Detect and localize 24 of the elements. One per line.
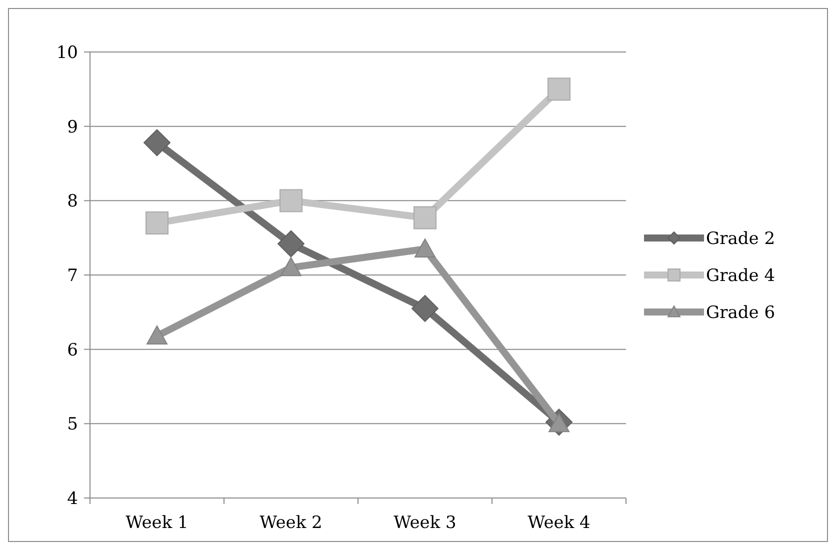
point <box>144 129 170 156</box>
point <box>280 257 302 276</box>
point <box>412 294 438 322</box>
point <box>146 325 168 344</box>
point <box>548 78 570 101</box>
x-tick-label: Week 1 <box>126 513 188 533</box>
point <box>414 206 436 230</box>
x-tick-label: Week 4 <box>528 513 590 533</box>
y-tick-label: 8 <box>67 192 78 212</box>
point <box>414 238 436 258</box>
x-tick-label: Week 3 <box>394 513 456 533</box>
legend-label: Grade 4 <box>706 266 776 286</box>
y-tick-label: 4 <box>67 488 78 509</box>
y-tick-label: 6 <box>67 340 78 360</box>
y-tick-label: 9 <box>67 117 78 138</box>
legend-label: Grade 2 <box>706 228 776 249</box>
y-tick-label: 7 <box>67 266 78 286</box>
x-tick-label: Week 2 <box>260 513 322 533</box>
point <box>280 189 302 212</box>
point <box>278 230 304 258</box>
y-tick-label: 5 <box>67 414 78 435</box>
legend-label: Grade 6 <box>706 302 776 323</box>
point <box>146 211 168 234</box>
y-tick-label: 10 <box>56 42 78 63</box>
